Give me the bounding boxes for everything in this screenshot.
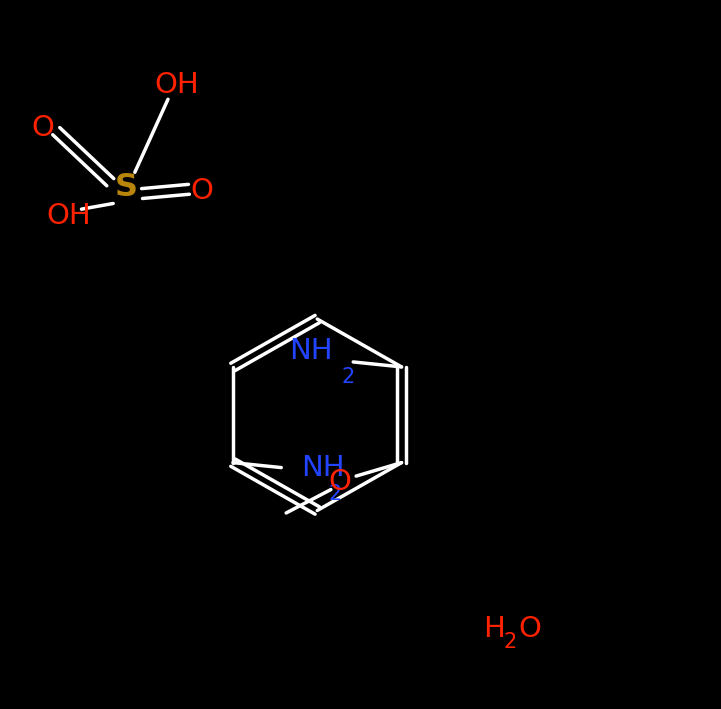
- Text: NH: NH: [301, 454, 345, 481]
- Text: NH: NH: [289, 337, 333, 364]
- Text: 2: 2: [342, 367, 355, 387]
- Text: S: S: [115, 172, 138, 203]
- Text: H: H: [483, 615, 505, 643]
- Text: O: O: [518, 615, 541, 643]
- Text: OH: OH: [154, 71, 199, 99]
- Text: O: O: [329, 469, 352, 496]
- Text: OH: OH: [46, 202, 91, 230]
- Text: O: O: [32, 113, 55, 142]
- Text: 2: 2: [329, 484, 342, 504]
- Text: O: O: [190, 177, 213, 206]
- Text: 2: 2: [503, 632, 516, 652]
